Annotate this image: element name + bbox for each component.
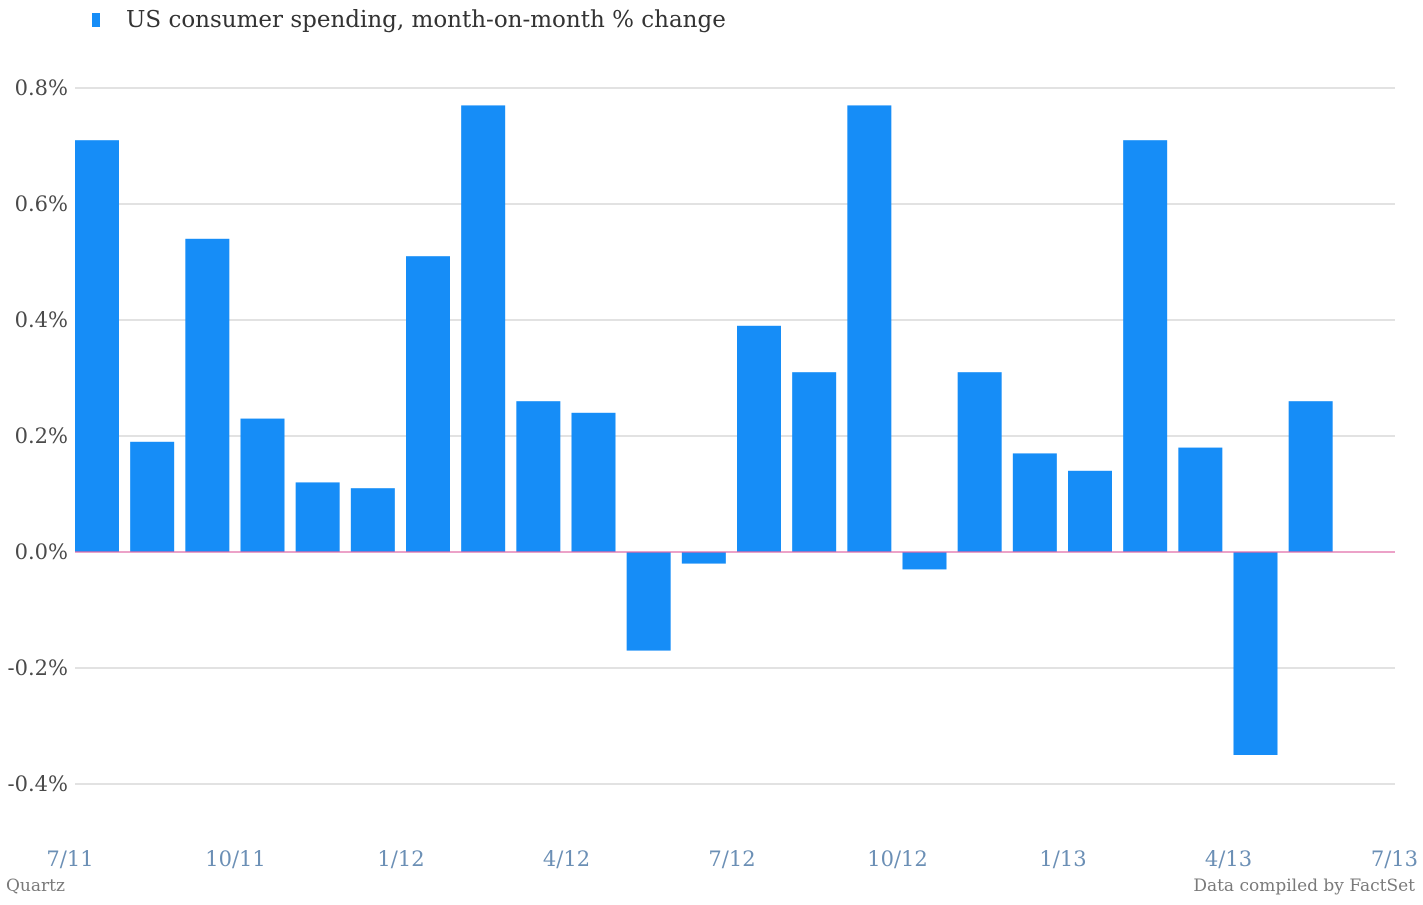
legend-label: US consumer spending, month-on-month % c… [126, 7, 726, 33]
bar [240, 418, 285, 552]
source-credit: Quartz [6, 876, 65, 896]
bar [792, 372, 837, 552]
bar [1068, 470, 1112, 552]
bar [571, 412, 616, 552]
x-tick-label: 4/12 [543, 847, 590, 871]
bar [350, 488, 395, 552]
bar [737, 325, 781, 552]
bar [902, 552, 947, 570]
x-tick-label: 1/13 [1039, 847, 1086, 871]
y-tick-label: 0.8% [15, 76, 68, 100]
bar [681, 552, 726, 564]
x-tick-label: 10/11 [205, 847, 266, 871]
y-tick-label: 0.2% [15, 424, 68, 448]
data-credit: Data compiled by FactSet [1193, 876, 1415, 896]
bar [847, 105, 892, 553]
bar [626, 552, 671, 651]
bar [406, 256, 450, 552]
x-tick-label: 1/12 [377, 847, 424, 871]
bar [130, 441, 175, 552]
bar [1288, 401, 1333, 552]
x-tick-label: 7/12 [708, 847, 755, 871]
bar-legend-swatch-icon [92, 13, 100, 27]
bar [295, 482, 340, 552]
bar [1123, 140, 1168, 552]
y-tick-label: 0.0% [15, 540, 68, 564]
y-tick-label: 0.6% [15, 192, 68, 216]
chart-legend: US consumer spending, month-on-month % c… [92, 4, 726, 36]
y-tick-label: -0.2% [8, 656, 68, 680]
bar [1012, 453, 1057, 552]
x-tick-label: 7/13 [1371, 847, 1418, 871]
y-tick-label: -0.4% [8, 772, 68, 796]
x-tick-label: 7/11 [46, 847, 93, 871]
bar [461, 105, 506, 553]
bar [1178, 447, 1223, 552]
bar [957, 372, 1002, 552]
bar [1233, 552, 1278, 755]
bar [516, 401, 561, 552]
bar [75, 140, 119, 552]
bar [185, 238, 230, 553]
y-tick-label: 0.4% [15, 308, 68, 332]
x-tick-label: 4/13 [1205, 847, 1252, 871]
x-tick-label: 10/12 [867, 847, 928, 871]
